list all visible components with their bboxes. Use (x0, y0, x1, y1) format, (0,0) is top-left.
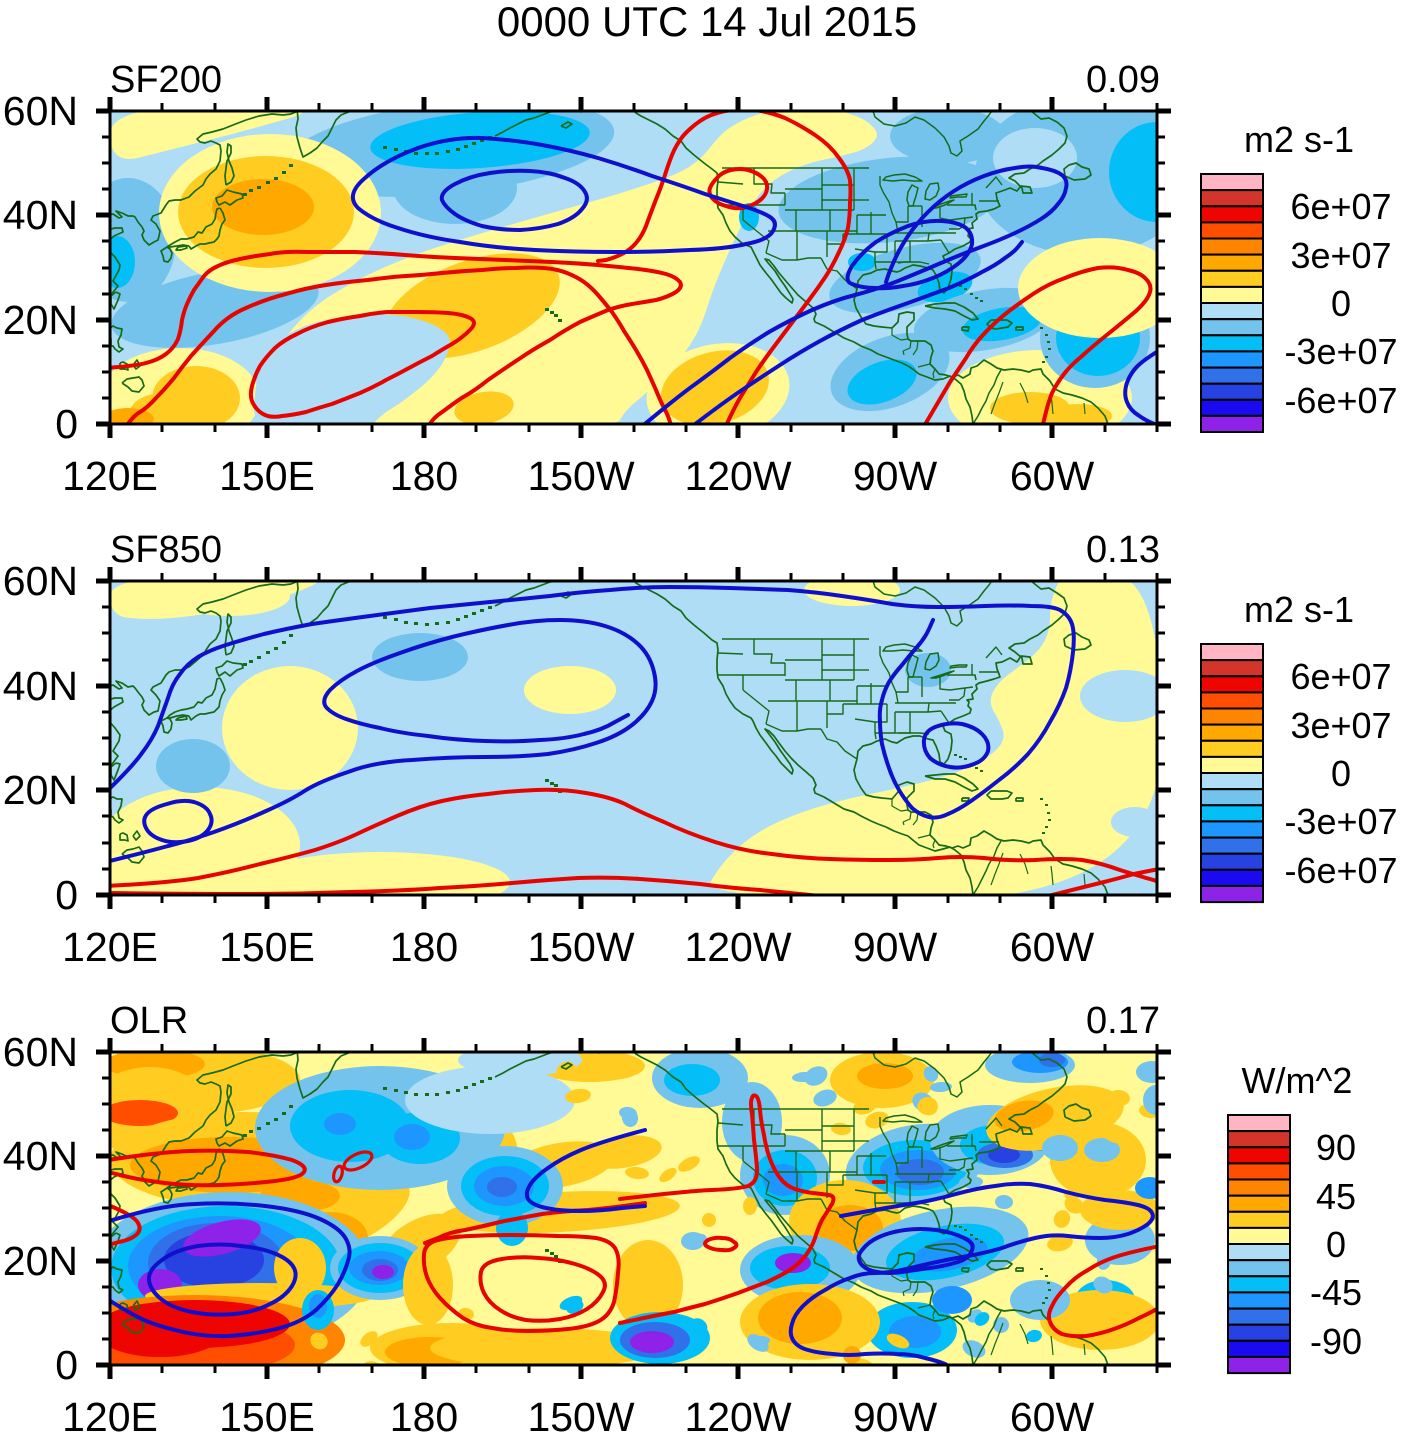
svg-text:120W: 120W (684, 924, 791, 970)
svg-text:150W: 150W (527, 924, 634, 970)
svg-text:0000 UTC 14 Jul 2015: 0000 UTC 14 Jul 2015 (497, 0, 917, 45)
svg-text:150W: 150W (527, 1394, 634, 1439)
svg-text:120W: 120W (684, 453, 791, 499)
svg-text:60N: 60N (3, 558, 78, 604)
svg-text:40N: 40N (3, 663, 78, 709)
svg-text:0.13: 0.13 (1086, 529, 1160, 571)
svg-text:60W: 60W (1010, 453, 1095, 499)
svg-text:-90: -90 (1310, 1321, 1362, 1362)
svg-text:3e+07: 3e+07 (1290, 235, 1391, 276)
svg-text:0: 0 (55, 401, 78, 447)
svg-text:90W: 90W (853, 924, 938, 970)
svg-text:6e+07: 6e+07 (1290, 656, 1391, 697)
svg-text:150E: 150E (219, 1394, 315, 1439)
svg-text:120E: 120E (62, 453, 158, 499)
svg-text:W/m^2: W/m^2 (1242, 1060, 1353, 1101)
svg-text:180: 180 (390, 1394, 458, 1439)
svg-text:m2 s-1: m2 s-1 (1244, 589, 1354, 630)
svg-text:0: 0 (1331, 283, 1351, 324)
svg-text:90W: 90W (853, 453, 938, 499)
svg-text:120E: 120E (62, 924, 158, 970)
svg-text:-6e+07: -6e+07 (1284, 380, 1397, 421)
svg-text:6e+07: 6e+07 (1290, 186, 1391, 227)
svg-text:20N: 20N (3, 297, 78, 343)
svg-text:40N: 40N (3, 1133, 78, 1179)
svg-text:0: 0 (1331, 753, 1351, 794)
svg-text:-45: -45 (1310, 1272, 1362, 1313)
svg-text:150W: 150W (527, 453, 634, 499)
svg-text:180: 180 (390, 924, 458, 970)
svg-text:0: 0 (55, 1342, 78, 1388)
svg-text:0.17: 0.17 (1086, 1000, 1160, 1042)
svg-text:-3e+07: -3e+07 (1284, 801, 1397, 842)
svg-text:90W: 90W (853, 1394, 938, 1439)
svg-text:150E: 150E (219, 453, 315, 499)
svg-text:0: 0 (55, 872, 78, 918)
svg-text:-3e+07: -3e+07 (1284, 331, 1397, 372)
svg-text:180: 180 (390, 453, 458, 499)
svg-text:120E: 120E (62, 1394, 158, 1439)
svg-text:SF200: SF200 (110, 59, 222, 101)
svg-text:-6e+07: -6e+07 (1284, 850, 1397, 891)
svg-text:20N: 20N (3, 1238, 78, 1284)
svg-text:m2 s-1: m2 s-1 (1244, 119, 1354, 160)
svg-text:150E: 150E (219, 924, 315, 970)
svg-text:60N: 60N (3, 88, 78, 134)
svg-text:90: 90 (1316, 1127, 1356, 1168)
svg-text:SF850: SF850 (110, 529, 222, 571)
svg-text:0.09: 0.09 (1086, 59, 1160, 101)
svg-text:60W: 60W (1010, 924, 1095, 970)
svg-text:OLR: OLR (110, 1000, 188, 1042)
svg-text:45: 45 (1316, 1176, 1356, 1217)
svg-text:20N: 20N (3, 767, 78, 813)
svg-text:0: 0 (1326, 1224, 1346, 1265)
svg-text:60W: 60W (1010, 1394, 1095, 1439)
svg-text:60N: 60N (3, 1029, 78, 1075)
svg-text:40N: 40N (3, 192, 78, 238)
svg-text:120W: 120W (684, 1394, 791, 1439)
svg-text:3e+07: 3e+07 (1290, 705, 1391, 746)
